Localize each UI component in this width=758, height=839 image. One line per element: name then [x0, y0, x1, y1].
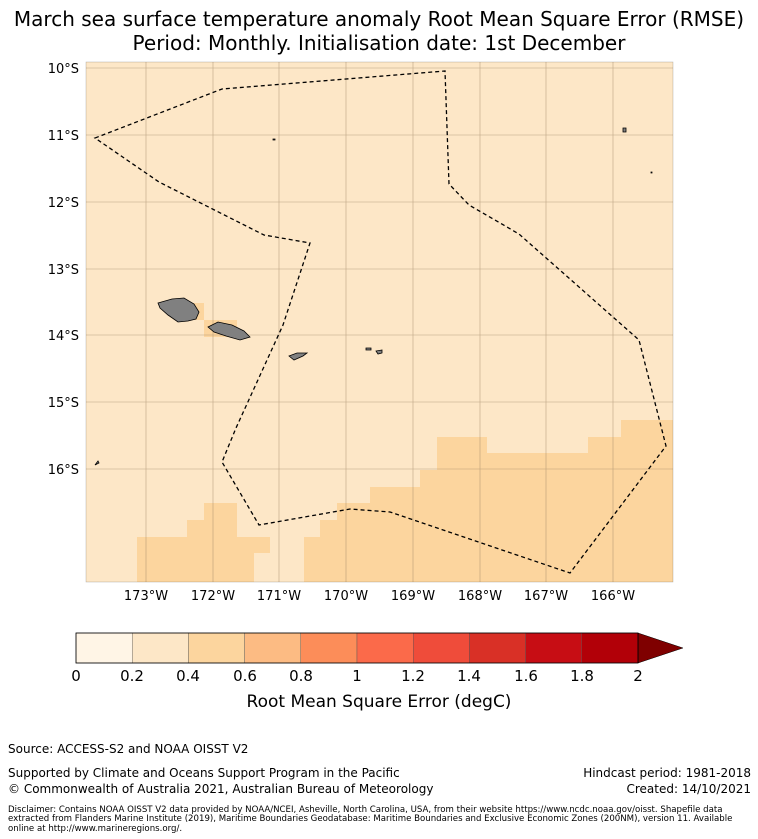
colorbar-swatch — [356, 632, 414, 664]
lat-label-10s: 10°S — [48, 62, 79, 77]
gridlines — [86, 62, 673, 582]
tokelau-islet — [622, 127, 627, 133]
map-panel — [85, 61, 674, 583]
map-frame — [85, 61, 674, 583]
colorbar-tick-0.2: 0.2 — [120, 667, 144, 685]
colorbar-swatch — [300, 632, 358, 664]
savaii-island — [157, 297, 200, 323]
colorbar-swatch — [469, 632, 526, 664]
eez-boundary — [93, 70, 667, 574]
lon-label-172w: 172°W — [191, 589, 235, 604]
tutuila-island — [288, 352, 309, 361]
lat-label-16s: 16°S — [48, 463, 79, 478]
colorbar-tick-1: 1 — [352, 667, 362, 685]
colorbar-swatch — [525, 632, 582, 664]
hindcast-period: Hindcast period: 1981-2018 — [583, 766, 751, 780]
supported-text: Supported by Climate and Oceans Support … — [8, 766, 400, 780]
lon-label-170w: 170°W — [324, 589, 368, 604]
swains-island — [272, 138, 276, 141]
copyright-text: © Commonwealth of Australia 2021, Austra… — [8, 782, 434, 796]
created-date: Created: 14/10/2021 — [626, 782, 751, 796]
colorbar-tick-0.6: 0.6 — [233, 667, 257, 685]
small-islet-west — [94, 460, 100, 466]
small-islet-east — [650, 171, 653, 174]
lat-label-12s: 12°S — [48, 196, 79, 211]
colorbar-outline — [75, 632, 639, 664]
colorbar-tick-1.8: 1.8 — [570, 667, 594, 685]
lon-label-169w: 169°W — [391, 589, 435, 604]
lon-label-171w: 171°W — [257, 589, 301, 604]
colorbar-swatch — [581, 632, 639, 664]
colorbar-swatch — [188, 632, 245, 664]
map-title: March sea surface temperature anomaly Ro… — [13, 7, 745, 31]
colorbar-tick-0.4: 0.4 — [176, 667, 200, 685]
colorbar-swatches — [75, 632, 639, 664]
colorbar-tick-1.4: 1.4 — [457, 667, 481, 685]
manua-islands — [365, 347, 383, 355]
lon-label-167w: 167°W — [524, 589, 568, 604]
colorbar-tick-1.6: 1.6 — [514, 667, 538, 685]
colorbar — [75, 632, 684, 664]
lon-axis: 173°W 172°W 171°W 170°W 169°W 168°W 167°… — [124, 589, 635, 604]
colorbar-tick-0: 0 — [71, 667, 81, 685]
colorbar-swatch — [244, 632, 302, 664]
upolu-island — [207, 321, 251, 341]
rmse-region-0.4-0.6 — [437, 420, 673, 582]
colorbar-tick-0.8: 0.8 — [289, 667, 313, 685]
rmse-region-0.4-0.6-west — [304, 470, 437, 582]
lat-label-15s: 15°S — [48, 396, 79, 411]
colorbar-label: Root Mean Square Error (degC) — [246, 692, 512, 712]
lon-label-166w: 166°W — [591, 589, 635, 604]
islands — [94, 127, 653, 466]
colorbar-swatch — [131, 632, 189, 664]
lat-axis: 10°S 11°S 12°S 13°S 14°S 15°S 16°S — [48, 62, 79, 478]
lat-label-13s: 13°S — [48, 263, 79, 278]
colorbar-extend-arrow — [637, 632, 684, 664]
colorbar-swatch — [75, 632, 133, 664]
disclaimer-text: Disclaimer: Contains NOAA OISST V2 data … — [8, 805, 733, 834]
lat-label-11s: 11°S — [48, 129, 79, 144]
map-subtitle: Period: Monthly. Initialisation date: 1s… — [132, 31, 626, 55]
lat-label-14s: 14°S — [48, 329, 79, 344]
lon-label-173w: 173°W — [124, 589, 168, 604]
source-text: Source: ACCESS-S2 and NOAA OISST V2 — [8, 742, 249, 756]
colorbar-swatch — [413, 632, 470, 664]
lon-label-168w: 168°W — [458, 589, 502, 604]
colorbar-tick-2: 2 — [633, 667, 643, 685]
colorbar-tick-1.2: 1.2 — [401, 667, 425, 685]
rmse-region-0.4-0.6-southwest — [137, 503, 270, 582]
